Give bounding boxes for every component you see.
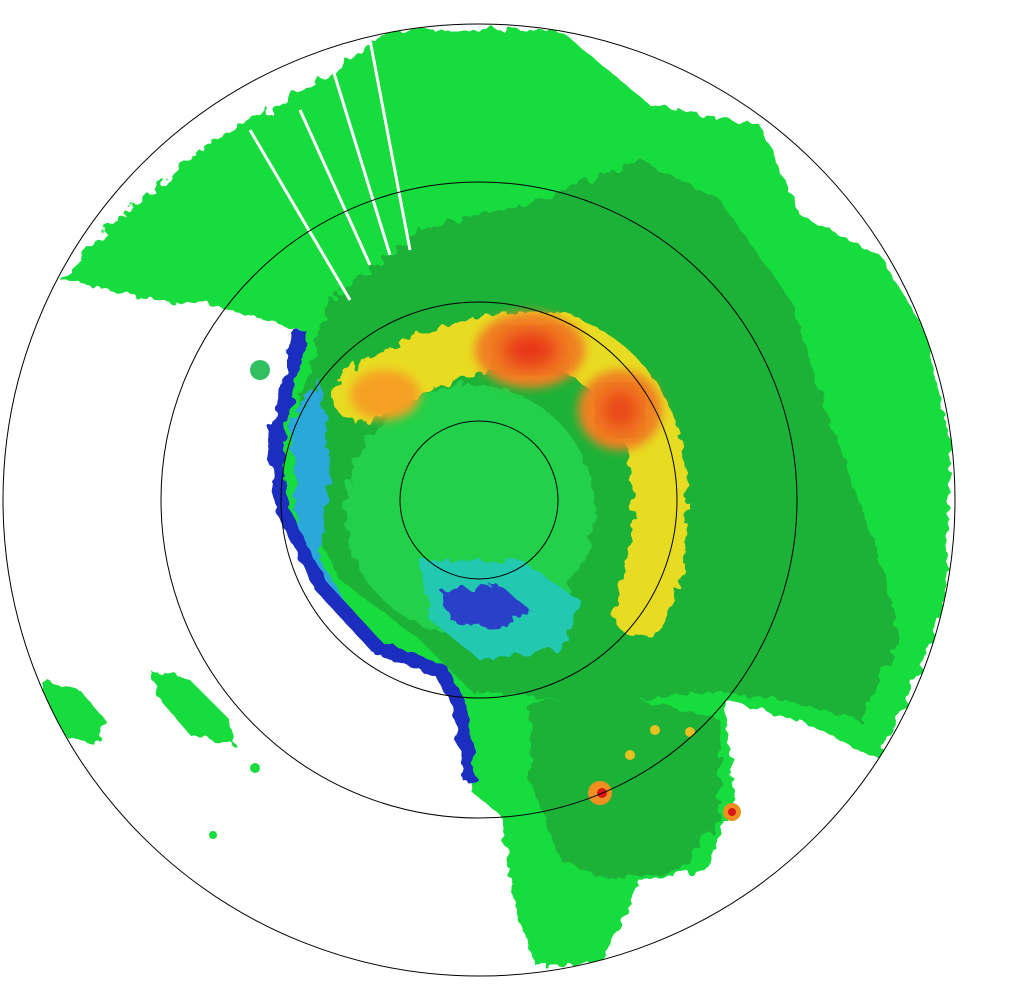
echo-sw: [40, 680, 105, 745]
range-ring: [399, 420, 559, 580]
echo-red: [602, 390, 638, 430]
echo-cell: [625, 750, 635, 760]
echo-cell: [650, 725, 660, 735]
wedge: [248, 129, 352, 301]
echo-sw: [150, 670, 235, 745]
range-rings: [2, 23, 956, 977]
echo-speck: [250, 763, 260, 773]
echo-orange: [350, 370, 420, 420]
echo-cell: [685, 727, 695, 737]
echo-cell-core: [728, 808, 736, 816]
wedge: [368, 39, 412, 251]
echoes: [40, 30, 952, 965]
range-ring: [280, 301, 678, 699]
wedge: [298, 109, 372, 266]
range-ring: [160, 181, 798, 819]
echo-blue-edge: [267, 328, 477, 781]
wedge: [328, 59, 392, 256]
blockage-wedges: [248, 39, 412, 301]
range-ring: [2, 23, 956, 977]
echo-blue-patch: [440, 585, 530, 630]
echo-moderate-south: [530, 700, 720, 880]
echo-red: [502, 332, 558, 368]
echo-speck: [250, 360, 270, 380]
echo-speck: [209, 831, 217, 839]
